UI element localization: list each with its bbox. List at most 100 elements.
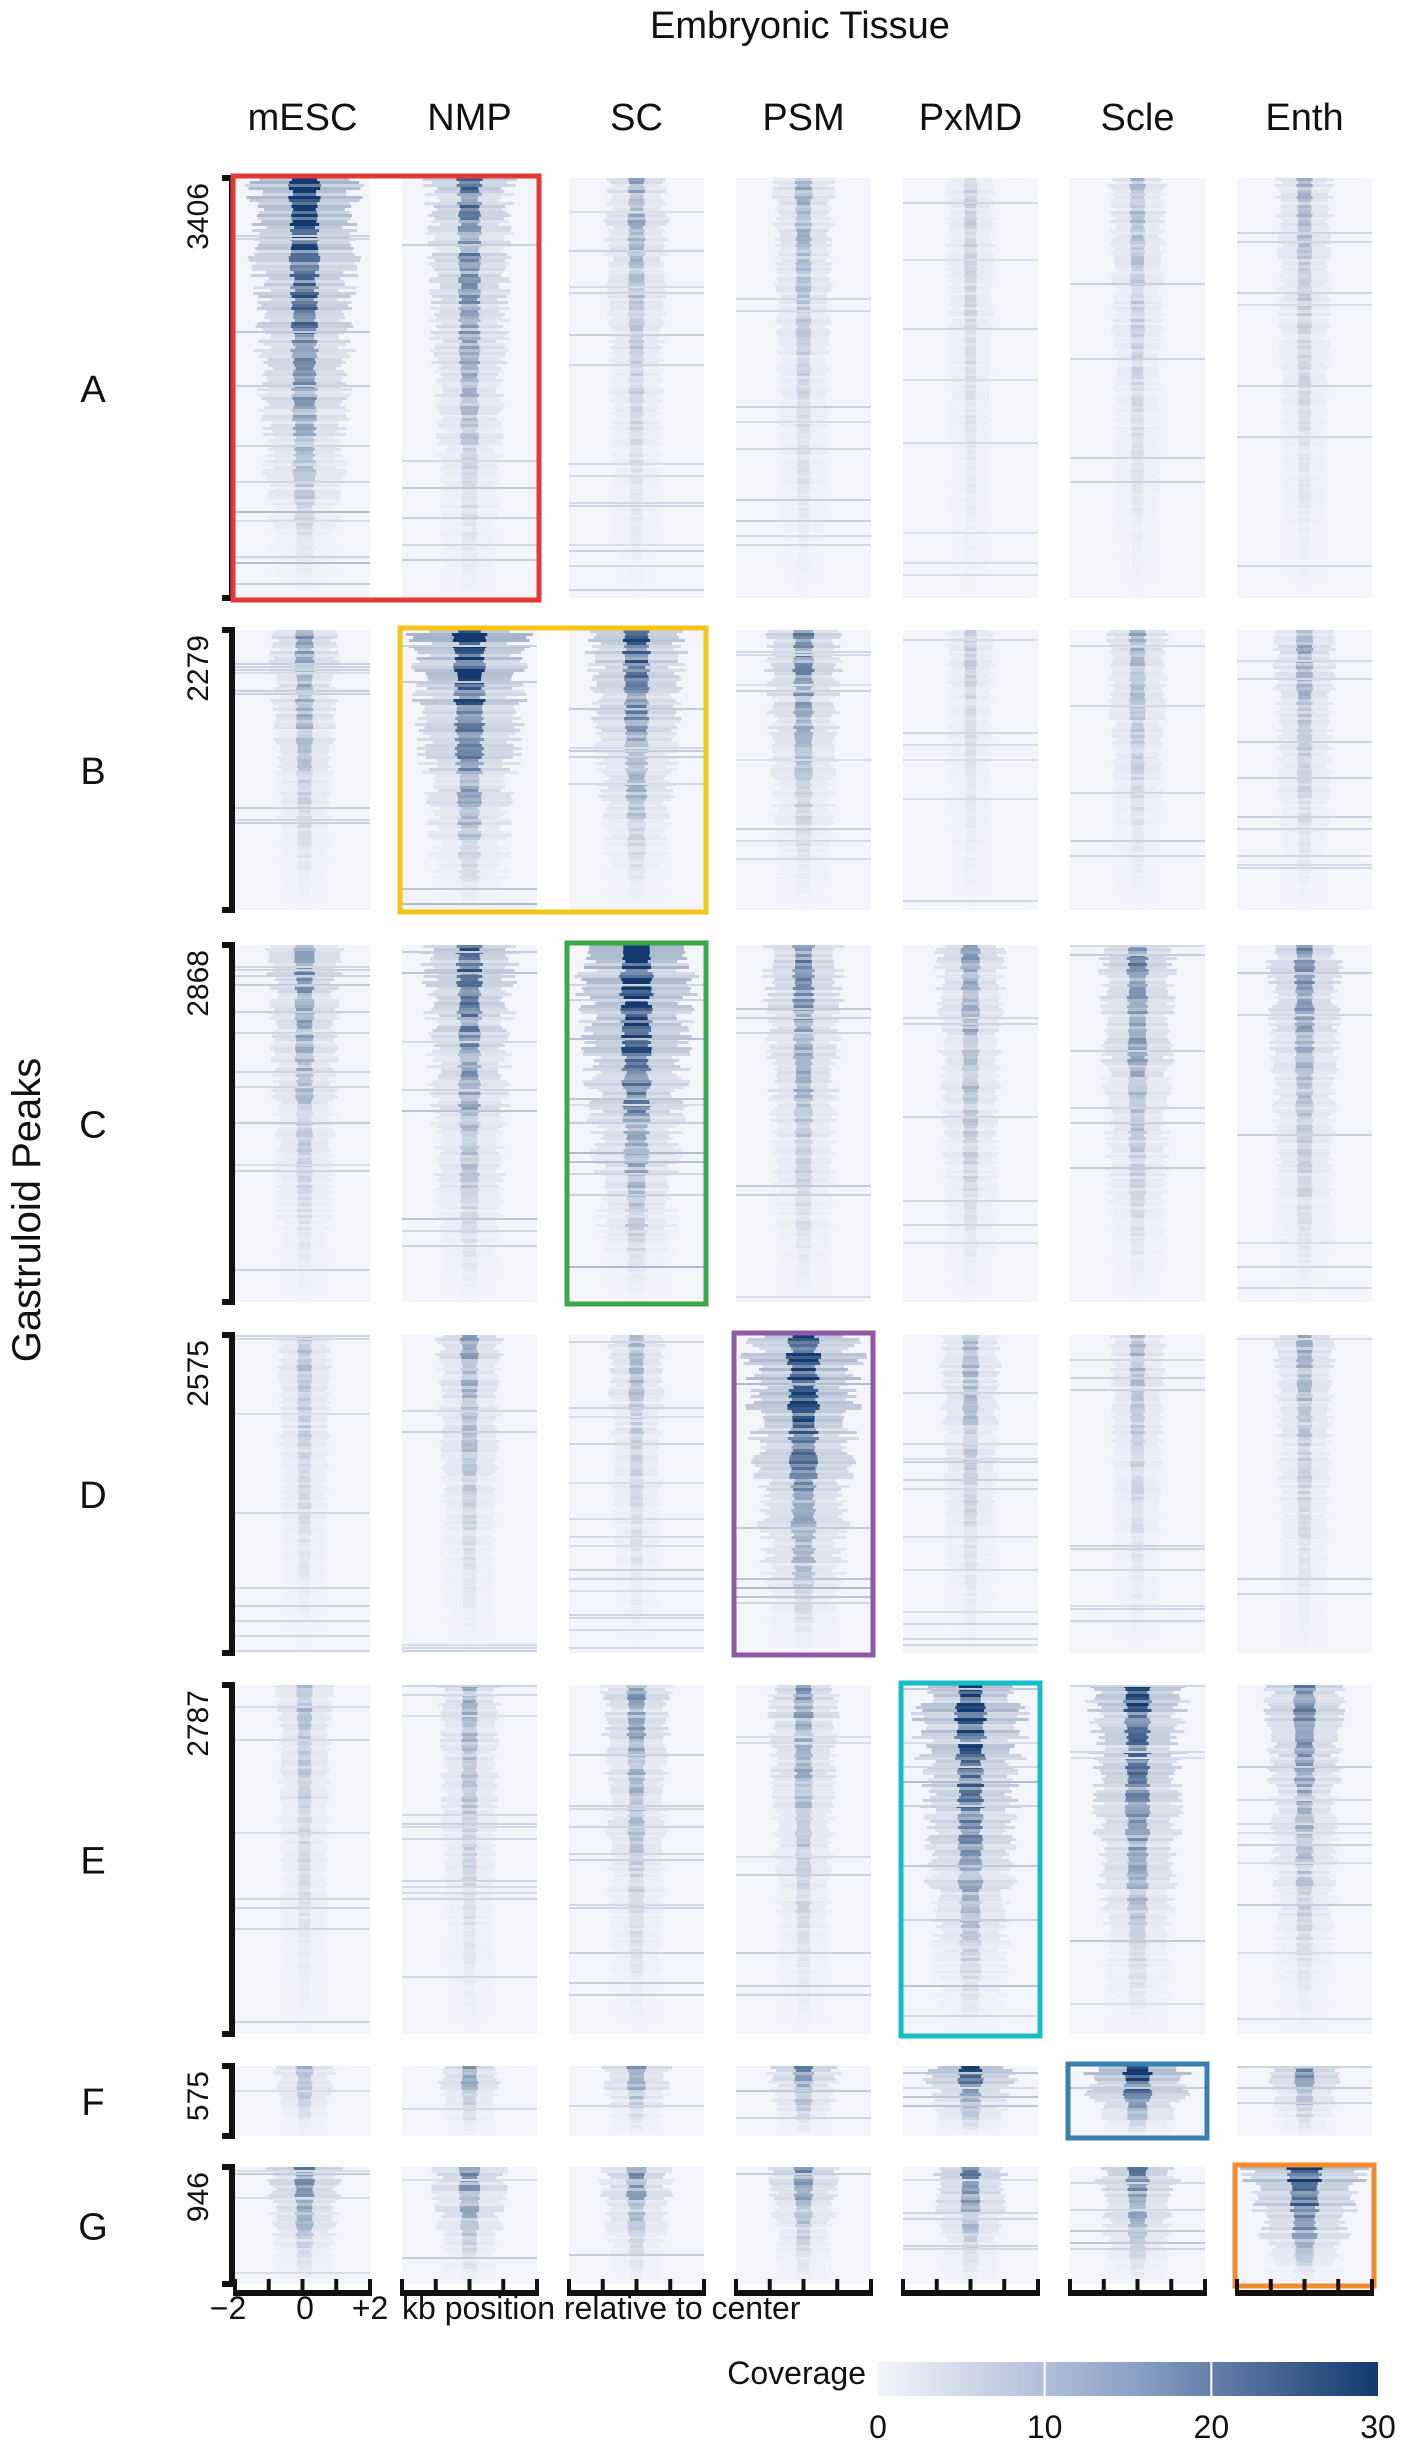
row-label-g: G [78, 2207, 108, 2249]
column-label-nmp: NMP [427, 97, 511, 139]
row-count-f: 575 [182, 2071, 215, 2121]
heatmap-panel-d-pxmd [903, 1335, 1038, 1653]
heatmap-panel-d-nmp [402, 1335, 537, 1653]
row-bracket-b [222, 627, 235, 913]
column-label-psm: PSM [762, 97, 844, 139]
heatmap-panel-g-psm [736, 2167, 871, 2284]
column-label-sc: SC [610, 97, 663, 139]
heatmap-panel-g-enth [1237, 2167, 1372, 2284]
heatmap-panel-f-nmp [402, 2066, 537, 2136]
heatmap-panel-g-mesc [235, 2167, 370, 2284]
heatmap-panel-b-nmp [402, 630, 537, 910]
row-bracket-f [222, 2063, 235, 2139]
heatmap-panel-f-pxmd [903, 2066, 1038, 2136]
heatmap-panel-c-nmp [402, 945, 537, 1302]
x-tick-label-pos: +2 [352, 2290, 388, 2326]
row-count-e: 2787 [182, 1690, 215, 1757]
heatmap-panel-g-sc [569, 2167, 704, 2284]
colorbar-tick-0: 0 [869, 2409, 887, 2444]
heatmap-panel-e-sc [569, 1685, 704, 2034]
highlight-box-b [397, 625, 709, 915]
highlight-box-a [230, 173, 542, 603]
heatmap-panel-c-pxmd [903, 945, 1038, 1302]
chart-title: Embryonic Tissue [650, 5, 950, 47]
colorbar [878, 2362, 1378, 2396]
heatmap-panel-d-scle [1070, 1335, 1205, 1653]
heatmap-panel-d-psm [736, 1335, 871, 1653]
y-axis-label: Gastruloid Peaks [5, 1058, 49, 1363]
row-count-b: 2279 [182, 635, 215, 702]
row-count-d: 2575 [182, 1340, 215, 1407]
row-bracket-d [222, 1332, 235, 1656]
heatmap-panel-g-scle [1070, 2167, 1205, 2284]
heatmap-panel-f-sc [569, 2066, 704, 2136]
x-axis-mesc [233, 2279, 372, 2296]
heatmap-panel-e-pxmd [903, 1685, 1038, 2034]
heatmap-panel-e-enth [1237, 1685, 1372, 2034]
row-bracket-g [222, 2164, 235, 2287]
heatmap-panel-f-scle [1070, 2066, 1205, 2136]
heatmap-panel-b-mesc [235, 630, 370, 910]
colorbar-tick-30: 30 [1360, 2409, 1396, 2444]
x-axis-sc [567, 2279, 706, 2296]
colorbar-tick-20: 20 [1194, 2409, 1230, 2444]
heatmap-panel-f-psm [736, 2066, 871, 2136]
heatmap-panel-e-mesc [235, 1685, 370, 2034]
row-count-g: 946 [182, 2172, 215, 2222]
heatmap-panel-e-scle [1070, 1685, 1205, 2034]
heatmap-panel-c-enth [1237, 945, 1372, 1302]
heatmap-panel-a-nmp [402, 178, 537, 598]
heatmap-panel-e-psm [736, 1685, 871, 2034]
highlight-box-d [731, 1330, 876, 1658]
heatmap-panel-a-scle [1070, 178, 1205, 598]
heatmap-panel-a-mesc [235, 178, 370, 598]
heatmap-panel-b-psm [736, 630, 871, 910]
heatmap-panel-b-scle [1070, 630, 1205, 910]
column-label-enth: Enth [1265, 97, 1343, 139]
highlight-box-f [1065, 2061, 1210, 2141]
row-count-a: 3406 [182, 183, 215, 250]
row-count-c: 2868 [182, 950, 215, 1017]
x-axis-scle [1068, 2279, 1207, 2296]
x-axis-nmp [400, 2279, 539, 2296]
column-label-scle: Scle [1101, 97, 1175, 139]
row-label-f: F [81, 2082, 104, 2124]
heatmap-panel-b-sc [569, 630, 704, 910]
heatmap-panel-g-nmp [402, 2167, 537, 2284]
x-axis-psm [734, 2279, 873, 2296]
heatmap-panel-e-nmp [402, 1685, 537, 2034]
heatmap-panel-a-enth [1237, 178, 1372, 598]
column-label-mesc: mESC [248, 97, 358, 139]
x-tick-label-neg: −2 [210, 2290, 246, 2326]
x-axis-pxmd [901, 2279, 1040, 2296]
heatmap-panel-c-scle [1070, 945, 1205, 1302]
heatmap-panel-a-psm [736, 178, 871, 598]
row-bracket-c [222, 942, 235, 1305]
heatmap-panel-c-psm [736, 945, 871, 1302]
x-axis-label: kb position relative to center [402, 2290, 801, 2326]
heatmap-panel-f-mesc [235, 2066, 370, 2136]
row-label-d: D [79, 1475, 106, 1517]
row-bracket-e [222, 1682, 235, 2037]
heatmap-panel-g-pxmd [903, 2167, 1038, 2284]
heatmap-panel-b-pxmd [903, 630, 1038, 910]
heatmap-panel-d-sc [569, 1335, 704, 1653]
heatmap-panel-a-pxmd [903, 178, 1038, 598]
highlight-box-e [898, 1680, 1043, 2039]
colorbar-label: Coverage [727, 2355, 866, 2391]
heatmap-panel-f-enth [1237, 2066, 1372, 2136]
row-label-a: A [80, 369, 106, 411]
heatmap-panel-c-mesc [235, 945, 370, 1302]
heatmap-panel-b-enth [1237, 630, 1372, 910]
row-label-b: B [80, 751, 105, 793]
column-label-pxmd: PxMD [919, 97, 1022, 139]
heatmap-panel-c-sc [569, 945, 704, 1302]
x-axis-enth [1235, 2279, 1374, 2296]
heatmap-panel-d-enth [1237, 1335, 1372, 1653]
row-label-c: C [79, 1105, 106, 1147]
highlight-box-c [564, 940, 709, 1307]
heatmap-panel-d-mesc [235, 1335, 370, 1653]
colorbar-tick-10: 10 [1027, 2409, 1063, 2444]
row-label-e: E [80, 1841, 105, 1883]
